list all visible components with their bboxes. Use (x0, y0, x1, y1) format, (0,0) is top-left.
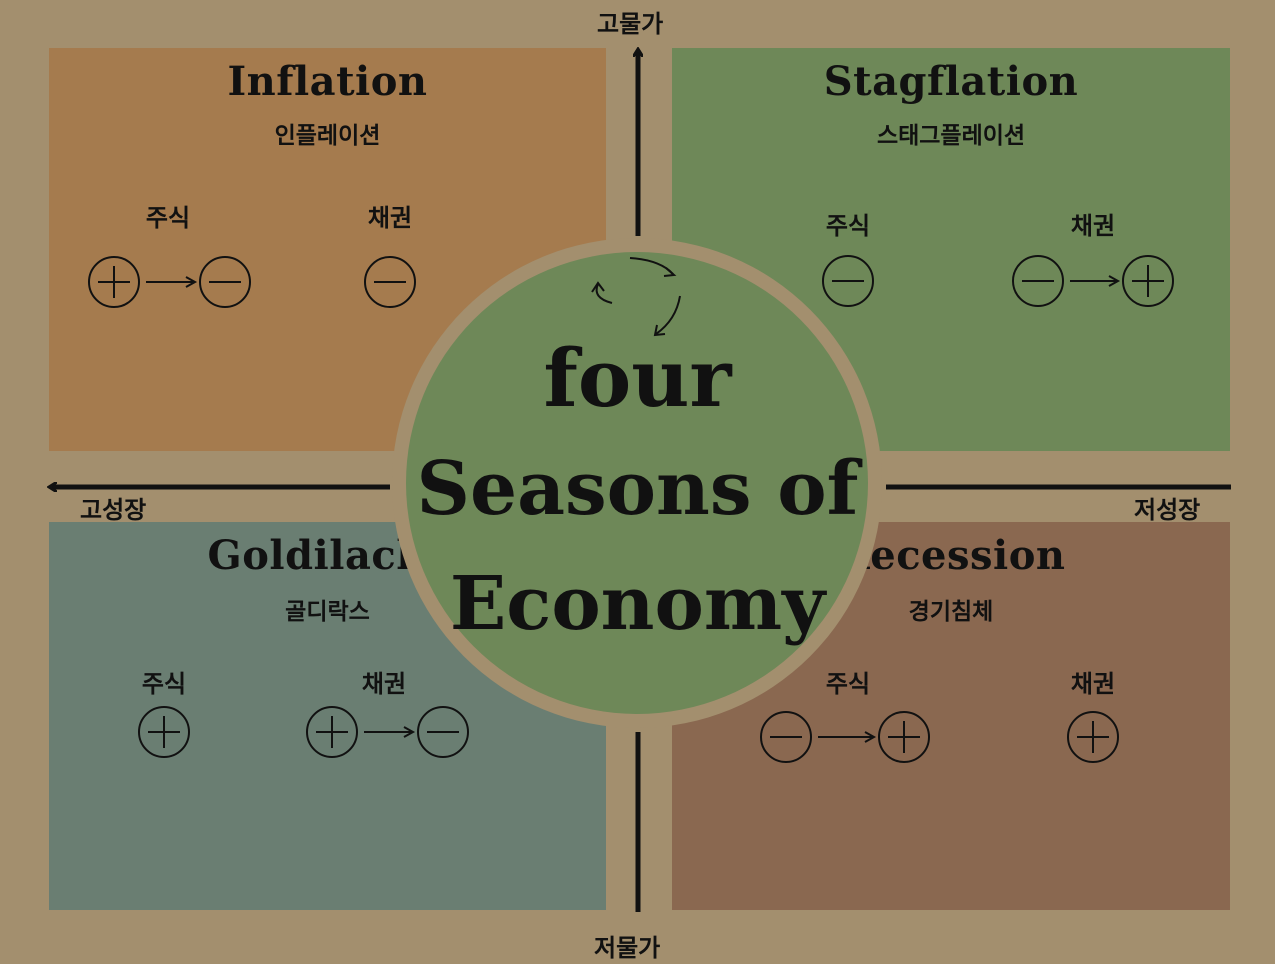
stagflation-title: Stagflation (823, 58, 1079, 105)
goldilacks-stock-label: 주식 (141, 670, 187, 698)
axis-label-low-inflation: 저물가 (594, 934, 661, 962)
recession-stock-sign-to-icon (878, 711, 930, 763)
cycle-arrow-3 (595, 283, 613, 304)
stagflation-bond-label: 채권 (1070, 212, 1116, 240)
center-title-line3: Economy (449, 561, 826, 647)
inflation-quadrant: Inflation 인플레이션 주식 채권 (49, 48, 606, 451)
recession-stock-label: 주식 (825, 670, 871, 698)
stagflation-subtitle: 스태그플레이션 (876, 123, 1026, 149)
inflation-title: Inflation (227, 58, 428, 105)
stagflation-bond-arrow-icon (1070, 275, 1121, 287)
inflation-stock-sign-to-icon (199, 256, 251, 308)
goldilacks-bond-sign-from-icon (306, 706, 358, 758)
goldilacks-stock-sign-icon (138, 706, 190, 758)
cycle-arrow-2 (655, 295, 681, 335)
inflation-bond-label: 채권 (367, 204, 413, 232)
axis-label-low-growth: 저성장 (1134, 496, 1201, 524)
recession-stock-sign-from-icon (760, 711, 812, 763)
recession-bond-label: 채권 (1070, 670, 1116, 698)
recession-subtitle: 경기침체 (908, 599, 994, 625)
inflation-subtitle: 인플레이션 (274, 123, 381, 149)
axis-label-high-growth: 고성장 (80, 496, 147, 524)
stagflation-stock-label: 주식 (825, 212, 871, 240)
axis-label-high-inflation: 고물가 (597, 10, 664, 38)
inflation-stock-sign-from-icon (88, 256, 140, 308)
recession-bond-sign-icon (1067, 711, 1119, 763)
recession-stock-arrow-icon (818, 731, 877, 743)
goldilacks-bond-arrow-icon (364, 726, 416, 738)
inflation-stock-arrow-icon (146, 276, 198, 288)
goldilacks-bond-sign-to-icon (417, 706, 469, 758)
stagflation-bond-sign-from-icon (1012, 255, 1064, 307)
inflation-bond-sign-icon (364, 256, 416, 308)
stagflation-bond-sign-to-icon (1122, 255, 1174, 307)
center-circle (406, 252, 868, 714)
inflation-stock-label: 주식 (145, 204, 191, 232)
goldilacks-bond-label: 채권 (361, 670, 407, 698)
goldilacks-subtitle: 골디락스 (285, 599, 370, 625)
center-title-line1: four (543, 331, 732, 425)
center-title-line2: Seasons of (416, 446, 859, 532)
stagflation-stock-sign-icon (822, 255, 874, 307)
